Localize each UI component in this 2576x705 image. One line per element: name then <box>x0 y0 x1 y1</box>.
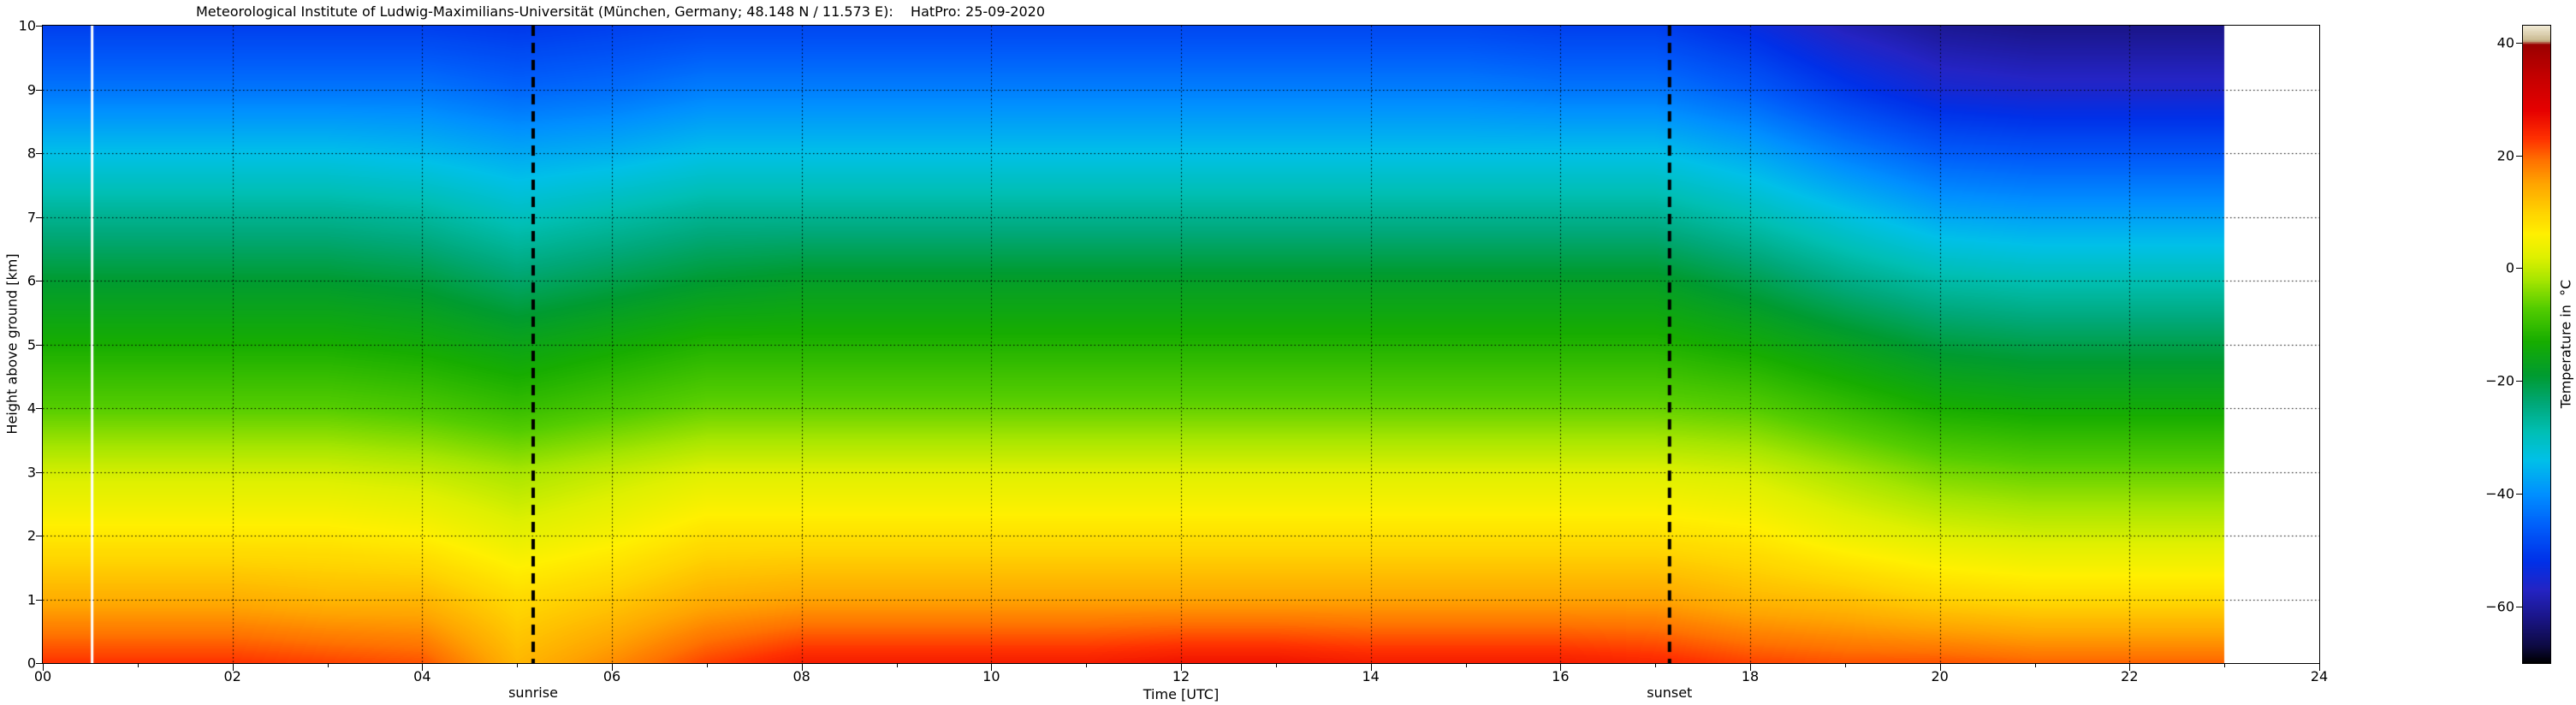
x-major-tick <box>2129 664 2131 671</box>
y-major-tick <box>36 599 43 601</box>
x-minor-tick <box>1844 664 1846 667</box>
plot-area <box>42 25 2320 664</box>
x-major-tick <box>991 664 993 671</box>
y-tick-label: 1 <box>27 591 36 607</box>
y-tick-label: 7 <box>27 209 36 225</box>
y-tick-label: 4 <box>27 400 36 417</box>
x-tick-label: 14 <box>1362 668 1380 684</box>
x-major-tick <box>612 664 613 671</box>
colorbar-tick <box>2516 494 2522 495</box>
y-tick-label: 2 <box>27 527 36 544</box>
colorbar-tick <box>2516 268 2522 270</box>
x-major-tick <box>1181 664 1182 671</box>
colorbar-tick-label: 40 <box>2496 34 2514 51</box>
y-major-tick <box>36 344 43 346</box>
x-major-tick <box>1370 664 1372 671</box>
x-minor-tick <box>2034 664 2036 667</box>
y-tick-label: 0 <box>27 655 36 672</box>
x-minor-tick <box>1275 664 1277 667</box>
y-tick-label: 6 <box>27 272 36 289</box>
y-major-tick <box>36 216 43 218</box>
x-minor-tick <box>2224 664 2226 667</box>
x-major-tick <box>2319 664 2320 671</box>
x-major-tick <box>43 664 44 671</box>
x-tick-label: 18 <box>1741 668 1760 684</box>
x-minor-tick <box>1655 664 1657 667</box>
x-tick-label: 20 <box>1931 668 1949 684</box>
x-major-tick <box>422 664 424 671</box>
x-tick-label: 24 <box>2310 668 2329 684</box>
colorbar-label: Temperature in °C <box>2557 279 2574 409</box>
x-major-tick <box>1560 664 1562 671</box>
x-tick-label: 12 <box>1172 668 1190 684</box>
x-tick-label: 02 <box>223 668 241 684</box>
y-tick-label: 10 <box>18 17 36 34</box>
x-major-tick <box>801 664 803 671</box>
heatmap-canvas <box>43 26 2319 663</box>
colorbar-tick <box>2516 42 2522 44</box>
y-major-tick <box>36 408 43 409</box>
sunset-label: sunset <box>1647 684 1693 701</box>
colorbar-tick-label: −20 <box>2485 372 2514 389</box>
x-minor-tick <box>1086 664 1088 667</box>
x-minor-tick <box>1465 664 1467 667</box>
y-major-tick <box>36 153 43 154</box>
colorbar-tick-label: 20 <box>2496 147 2514 164</box>
x-major-tick <box>232 664 234 671</box>
x-minor-tick <box>137 664 139 667</box>
x-tick-label: 06 <box>602 668 621 684</box>
x-minor-tick <box>896 664 898 667</box>
y-major-tick <box>36 663 43 664</box>
y-tick-label: 9 <box>27 81 36 98</box>
x-tick-label: 04 <box>413 668 431 684</box>
x-major-tick <box>1750 664 1751 671</box>
x-major-tick <box>1939 664 1941 671</box>
y-major-tick <box>36 26 43 27</box>
sunrise-label: sunrise <box>508 684 558 701</box>
colorbar-tick-label: −40 <box>2485 485 2514 502</box>
y-major-tick <box>36 89 43 91</box>
x-tick-label: 10 <box>982 668 1000 684</box>
colorbar-tick <box>2516 155 2522 157</box>
colorbar-tick <box>2516 381 2522 382</box>
chart-title: Meteorological Institute of Ludwig-Maxim… <box>195 3 1046 20</box>
colorbar-tick-label: −60 <box>2485 598 2514 615</box>
y-tick-label: 8 <box>27 145 36 162</box>
x-tick-label: 08 <box>792 668 810 684</box>
x-tick-label: 00 <box>33 668 52 684</box>
x-minor-tick <box>706 664 708 667</box>
y-tick-label: 3 <box>27 464 36 480</box>
x-axis-label: Time [UTC] <box>1143 686 1220 702</box>
y-tick-label: 5 <box>27 336 36 352</box>
x-tick-label: 22 <box>2121 668 2139 684</box>
y-major-tick <box>36 471 43 473</box>
x-minor-tick <box>327 664 329 667</box>
x-tick-label: 16 <box>1552 668 1570 684</box>
colorbar-tick-label: 0 <box>2505 259 2514 276</box>
x-minor-tick <box>517 664 519 667</box>
colorbar-canvas <box>2522 25 2551 664</box>
